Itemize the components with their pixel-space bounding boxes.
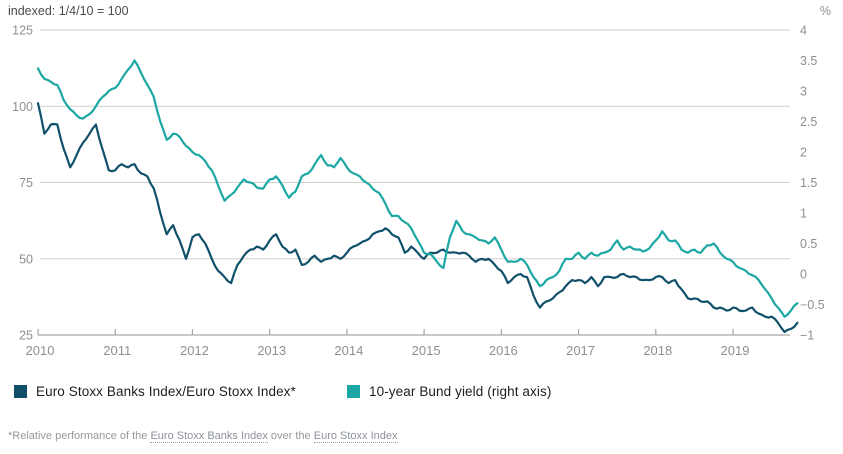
- footnote: *Relative performance of the Euro Stoxx …: [8, 430, 398, 443]
- y-axis-right-tick-label: 1.5: [800, 176, 817, 190]
- y-axis-right-tick-label: 4: [800, 24, 807, 38]
- y-axis-right-tick-label: 0.5: [800, 237, 817, 251]
- legend-swatch-banks: [14, 385, 27, 398]
- x-axis-year-label: 2015: [412, 343, 441, 358]
- y-axis-right-tick-label: 3: [800, 85, 807, 99]
- x-axis-year-label: 2019: [721, 343, 750, 358]
- y-axis-right-tick-label: 3.5: [800, 54, 817, 68]
- y-axis-left-tick-label: 25: [19, 329, 33, 343]
- chart-canvas: 125 100 75 50 25 4 3.5 3 2.5 2 1.5 1 0.5 0 −0.5 −1 2010 2…: [12, 24, 825, 359]
- footnote-link-banks-index[interactable]: Euro Stoxx Banks Index: [150, 430, 268, 443]
- legend-label-bund: 10-year Bund yield (right axis): [369, 384, 552, 399]
- y-axis-left-tick-label: 100: [12, 100, 33, 114]
- y-axis-right-tick-label: 2: [800, 146, 807, 160]
- y-axis-right-tick-label: 1: [800, 207, 807, 221]
- y-axis-left-tick-label: 125: [12, 24, 33, 38]
- y-axis-left-tick-label: 75: [19, 176, 33, 190]
- x-axis-year-label: 2016: [489, 343, 518, 358]
- x-axis-year-label: 2010: [26, 343, 55, 358]
- x-axis-year-label: 2012: [180, 343, 209, 358]
- legend-swatch-bund: [347, 385, 360, 398]
- y-axis-right-tick-label: −1: [800, 329, 814, 343]
- x-axis-year-label: 2017: [566, 343, 595, 358]
- y-axis-right-tick-label: −0.5: [800, 298, 825, 312]
- right-axis-unit-label: %: [819, 4, 831, 18]
- footnote-text: *Relative performance of the: [8, 430, 151, 442]
- x-axis-year-label: 2013: [257, 343, 286, 358]
- legend-label-banks: Euro Stoxx Banks Index/Euro Stoxx Index*: [36, 384, 296, 399]
- series-line-bund-yield: [36, 59, 799, 318]
- y-axis-left-tick-label: 50: [19, 252, 33, 266]
- legend-item-bund-yield: 10-year Bund yield (right axis): [347, 384, 551, 399]
- left-axis-title: indexed: 1/4/10 = 100: [8, 4, 129, 18]
- x-axis-year-label: 2018: [643, 343, 672, 358]
- footnote-text-middle: over the: [267, 430, 314, 442]
- y-axis-right-tick-label: 2.5: [800, 115, 817, 129]
- series-line-banks-index: [36, 102, 799, 333]
- footnote-link-stoxx-index[interactable]: Euro Stoxx Index: [313, 430, 398, 443]
- x-axis-year-label: 2014: [334, 343, 363, 358]
- y-axis-right-tick-label: 0: [800, 268, 807, 282]
- legend-item-banks-index: Euro Stoxx Banks Index/Euro Stoxx Index*: [14, 384, 296, 399]
- chart-legend: Euro Stoxx Banks Index/Euro Stoxx Index*…: [0, 384, 843, 404]
- x-axis-year-label: 2011: [103, 343, 131, 358]
